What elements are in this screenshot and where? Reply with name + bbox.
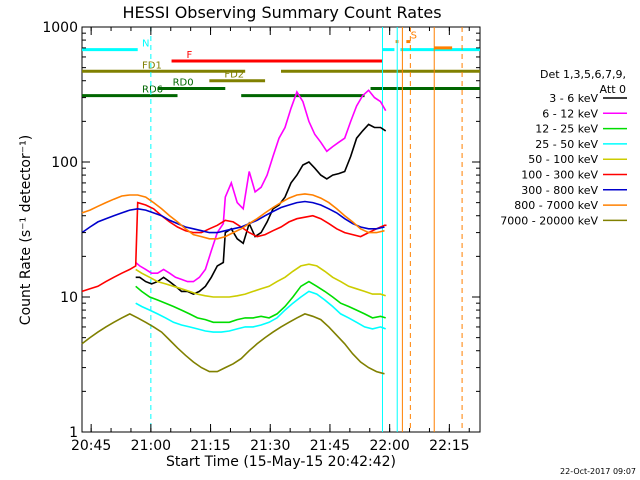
timestamp: 22-Oct-2017 09:07: [560, 467, 636, 476]
state-bars: N S F FD1 FD2 RD0 RD6: [82, 31, 480, 98]
x-axis-label: Start Time (15-May-15 20:42:42): [166, 454, 396, 470]
legend-label-3-6-kev: 3 - 6 keV: [549, 92, 598, 105]
legend-label-300-800-kev: 300 - 800 keV: [521, 184, 598, 197]
plot-frame: [81, 26, 481, 433]
chart-title: HESSI Observing Summary Count Rates: [122, 3, 441, 22]
state-label-fd1: FD1: [142, 60, 162, 71]
x-tick-label: 21:00: [131, 438, 171, 454]
legend-label-100-300-kev: 100 - 300 keV: [521, 169, 598, 182]
series-group: [81, 89, 387, 375]
state-label-n: N: [142, 39, 149, 50]
y-tick-label: 10: [60, 290, 78, 306]
state-label-rd6: RD6: [142, 85, 163, 96]
legend-header: Att 0: [600, 83, 626, 96]
series-line-100-300-kev: [81, 201, 387, 293]
state-label-f: F: [187, 50, 193, 61]
x-tick-label: 20:45: [71, 438, 111, 454]
x-tick-label: 22:15: [429, 438, 469, 454]
plot-area: [81, 26, 481, 433]
x-tick-label: 21:15: [190, 438, 230, 454]
series-line-800-7000-kev: [81, 193, 385, 240]
legend-header: Det 1,3,5,6,7,9,: [540, 68, 626, 81]
legend-label-800-7000-kev: 800 - 7000 keV: [514, 199, 598, 212]
legend-label-6-12-kev: 6 - 12 keV: [542, 107, 598, 120]
state-label-s: S: [411, 31, 417, 42]
state-label-fd2: FD2: [224, 70, 244, 81]
x-tick-label: 21:30: [250, 438, 290, 454]
legend-label-7000-20000-kev: 7000 - 20000 keV: [500, 214, 598, 227]
y-tick-label: 100: [51, 155, 78, 171]
series-line-7000-20000-kev: [81, 313, 385, 375]
series-line-300-800-kev: [81, 200, 385, 234]
series-line-12-25-kev: [135, 280, 386, 324]
legend-label-50-100-kev: 50 - 100 keV: [528, 153, 598, 166]
legend-label-25-50-kev: 25 - 50 keV: [535, 138, 598, 151]
series-line-6-12-kev: [135, 89, 387, 283]
instrument-state-lines: [150, 27, 463, 432]
series-line-3-6-kev: [135, 123, 387, 295]
x-tick-label: 22:00: [369, 438, 409, 454]
legend-label-12-25-kev: 12 - 25 keV: [535, 123, 598, 136]
state-label-rd0: RD0: [173, 78, 194, 89]
y-tick-label: 1000: [42, 20, 78, 36]
x-tick-label: 21:45: [310, 438, 350, 454]
y-axis-label: Count Rate (s⁻¹ detector⁻¹): [18, 135, 34, 325]
series-line-50-100-kev: [135, 263, 386, 298]
axes: 20:45 21:00 21:15 21:30 21:45 22:00 22:15 1 10 10…: [42, 20, 480, 454]
series-line-25-50-kev: [135, 290, 386, 333]
legend: Det 1,3,5,6,7,9, Att 03 - 6 keV 6 - 12 keV…: [500, 68, 627, 227]
y-tick-label: 1: [69, 425, 78, 441]
